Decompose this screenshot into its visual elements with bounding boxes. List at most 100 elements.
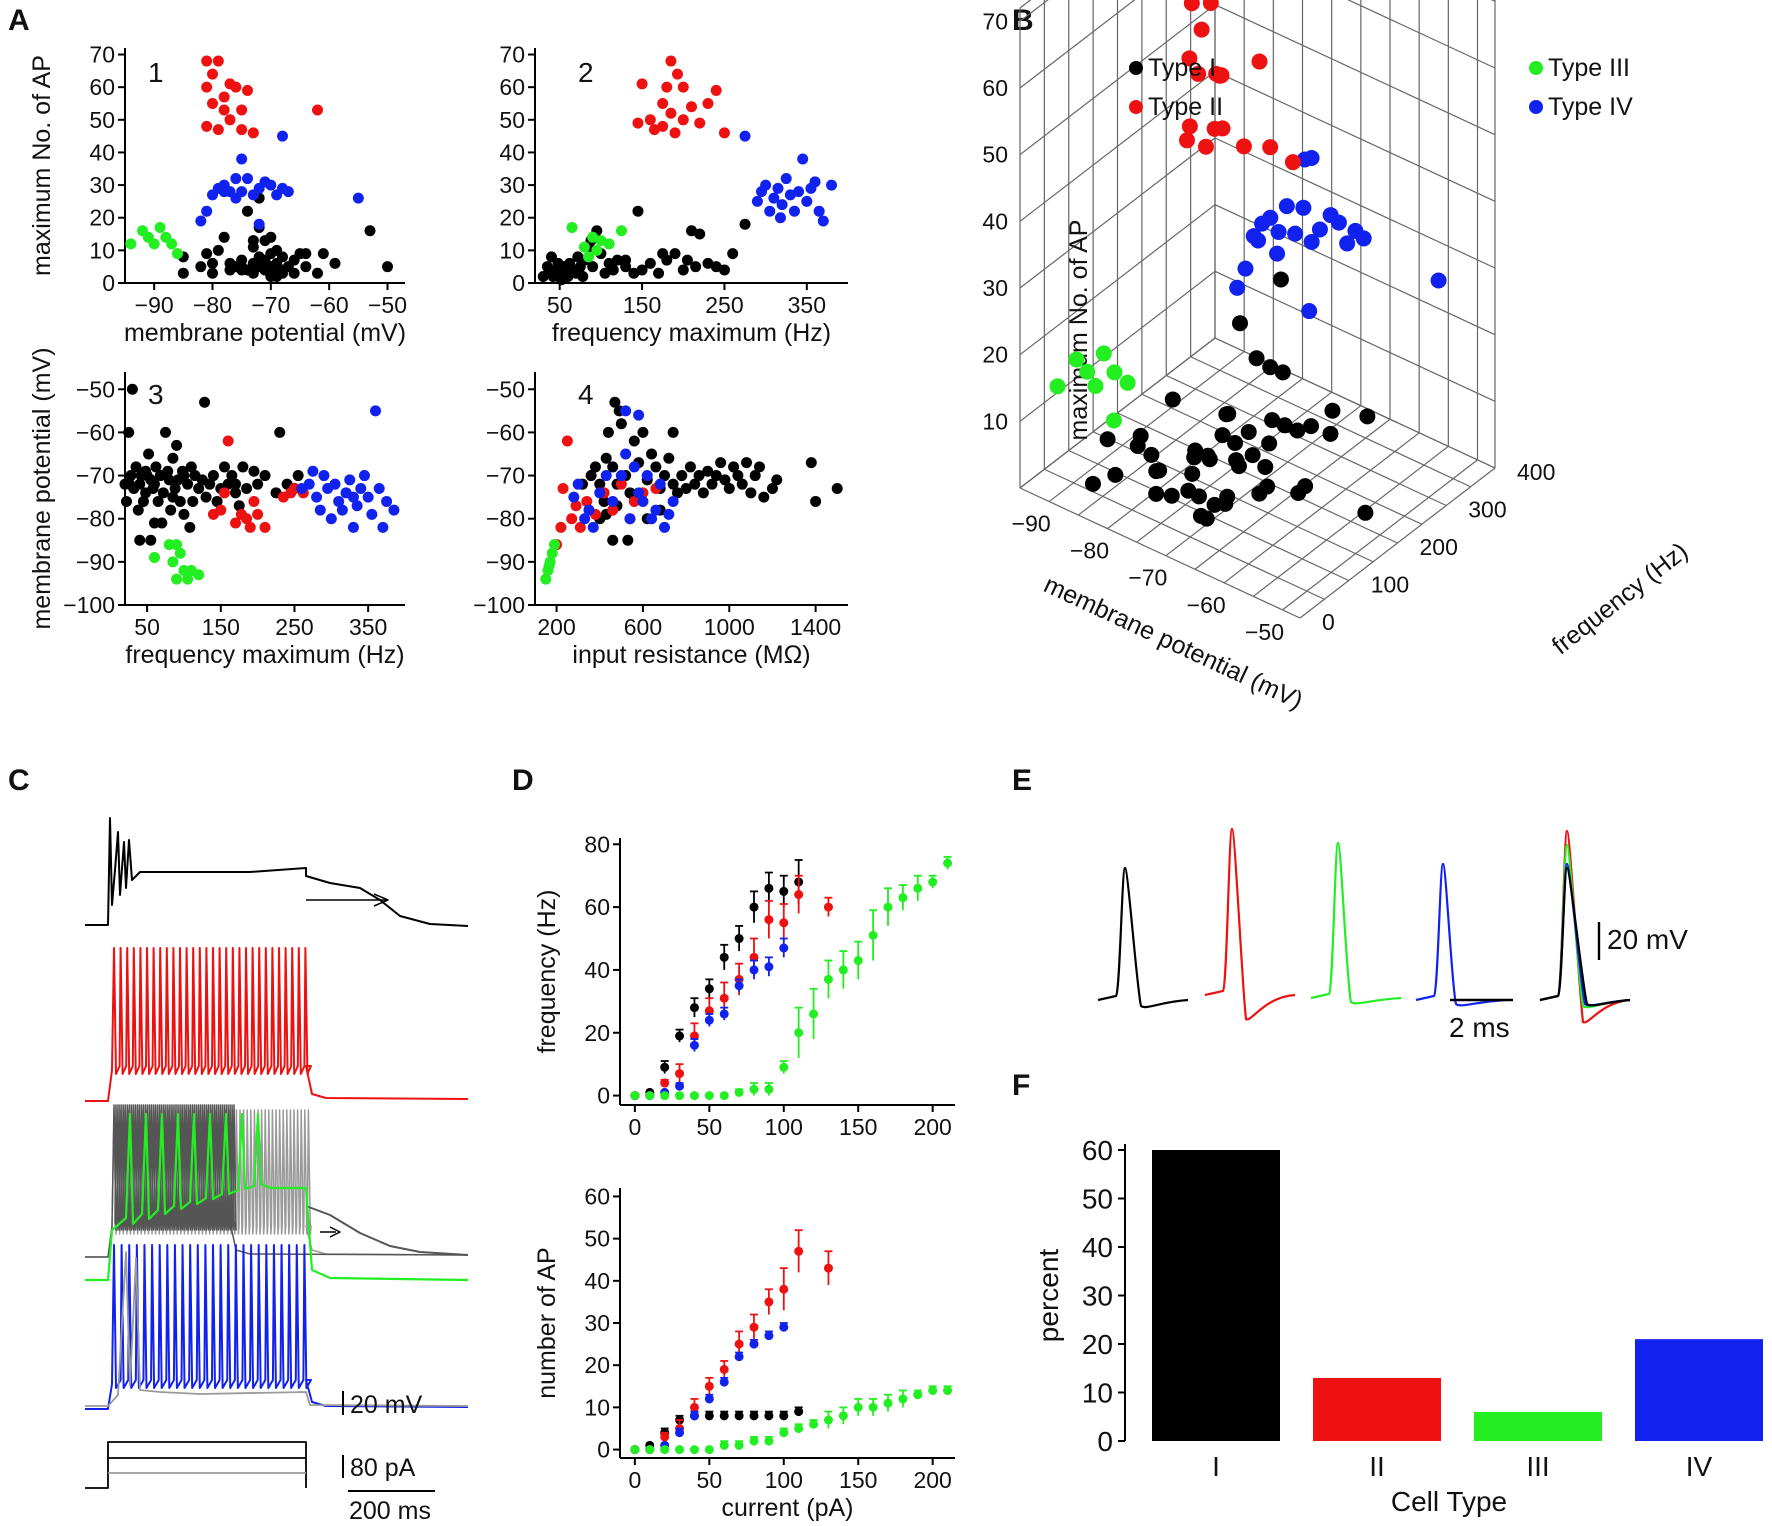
data-point-type4 (809, 176, 821, 188)
data-point-type4 (366, 508, 378, 520)
data-point-type4 (734, 981, 744, 991)
data-point-type1 (123, 478, 135, 490)
x-tick-label: −50 (1245, 619, 1284, 645)
data-point-type3 (1106, 364, 1123, 381)
data-point-type1 (749, 902, 759, 912)
z-tick-label: 10 (982, 408, 1008, 434)
data-point-type1 (300, 261, 312, 273)
y-tick-label: −70 (486, 463, 525, 489)
data-point-type3 (645, 1091, 655, 1101)
x-tick-label: 50 (697, 1467, 723, 1493)
data-point-type3 (148, 552, 160, 564)
trace-type4 (85, 1244, 469, 1410)
data-point-type1 (1151, 462, 1168, 479)
data-point-type1 (734, 934, 744, 944)
data-point-type3 (630, 1445, 640, 1455)
x-tick-label: 200 (913, 1467, 951, 1493)
x-tick-label: 150 (623, 292, 661, 318)
data-point-type2 (201, 55, 213, 67)
data-point-type4 (347, 491, 359, 503)
data-point-type4 (768, 192, 780, 204)
data-point-type4 (663, 508, 675, 520)
trace-type1 (85, 817, 469, 927)
data-point-type3 (660, 1445, 670, 1455)
data-point-type4 (362, 491, 374, 503)
data-point-type1 (599, 267, 611, 279)
data-point-type4 (788, 205, 800, 217)
data-point-type3 (1105, 412, 1122, 429)
data-point-type1 (764, 1411, 774, 1421)
y-tick-label: 0 (512, 270, 525, 296)
data-point-type2 (1208, 65, 1225, 82)
legend-marker-type1 (1129, 61, 1143, 75)
data-point-type3 (779, 1062, 789, 1072)
data-point-type1 (1276, 417, 1293, 434)
data-point-type1 (684, 461, 696, 473)
data-point-type4 (600, 470, 612, 482)
data-point-type3 (883, 1398, 893, 1408)
data-point-type3 (148, 238, 160, 250)
z-tick-label: 30 (982, 275, 1008, 301)
data-point-type2 (1202, 0, 1219, 11)
data-point-type3 (660, 1091, 670, 1101)
data-point-type2 (1193, 21, 1210, 38)
data-point-type4 (218, 186, 230, 198)
back-wall-grid-line (1214, 4, 1496, 136)
data-point-type4 (772, 182, 784, 194)
data-point-type4 (195, 215, 207, 227)
data-point-type2 (230, 81, 242, 93)
data-point-type1 (212, 244, 224, 256)
data-point-type1 (676, 470, 688, 482)
y-tick-label: 60 (584, 1183, 610, 1209)
data-point-type1 (646, 448, 658, 460)
y-tick-label: 10 (584, 1394, 610, 1420)
data-point-type2 (794, 1246, 804, 1256)
data-point-type1 (1230, 458, 1247, 475)
data-point-type1 (600, 452, 612, 464)
y-tick-label: −60 (486, 419, 525, 445)
z-tick-label: 40 (982, 208, 1008, 234)
data-point-type1 (184, 521, 196, 533)
y-tick-label: 50 (584, 1226, 610, 1252)
scale-label-pa: 80 pA (350, 1454, 416, 1482)
panel-letter-f: F (1012, 1069, 1030, 1102)
data-point-type1 (1099, 431, 1116, 448)
data-point-type1 (317, 248, 329, 260)
y-tick-label: 40 (584, 957, 610, 983)
legend-label: Type II (1148, 93, 1223, 121)
data-point-type4 (704, 1394, 714, 1404)
data-point-type3 (928, 1386, 938, 1395)
data-point-type1 (1289, 422, 1306, 439)
data-point-type4 (253, 218, 265, 230)
data-point-type4 (633, 487, 645, 499)
scale-label-ms: 200 ms (349, 1497, 431, 1525)
panel-letter-a: A (8, 4, 30, 37)
data-point-type3 (689, 1091, 699, 1101)
data-point-type4 (675, 1081, 685, 1091)
data-point-type1 (1272, 271, 1289, 288)
data-point-type3 (734, 1440, 744, 1450)
data-point-type1 (288, 267, 300, 279)
data-point-type3 (675, 1445, 685, 1455)
data-point-type1 (157, 487, 169, 499)
data-point-type2 (734, 1339, 744, 1349)
subplot-number: 1 (148, 57, 164, 88)
data-point-type2 (1284, 154, 1301, 171)
data-point-type3 (868, 1402, 878, 1412)
data-point-type4 (282, 186, 294, 198)
x-tick-label: 150 (839, 1114, 877, 1140)
data-point-type3 (764, 1436, 774, 1446)
data-point-type4 (370, 405, 382, 417)
legend-marker-type2 (1129, 100, 1143, 114)
scale-label-mv: 20 mV (1607, 924, 1688, 955)
data-point-type2 (581, 495, 593, 507)
arrow-head (373, 893, 389, 907)
data-point-type1 (706, 478, 718, 490)
data-point-type1 (156, 517, 168, 529)
data-point-type1 (178, 508, 190, 520)
data-point-type3 (794, 1423, 804, 1433)
data-point-type3 (898, 893, 908, 903)
x-tick-label: 100 (765, 1114, 803, 1140)
chart-d1: 0 50 100 150 200 0 20 40 60 80 frequency (Hz) (533, 831, 955, 1140)
